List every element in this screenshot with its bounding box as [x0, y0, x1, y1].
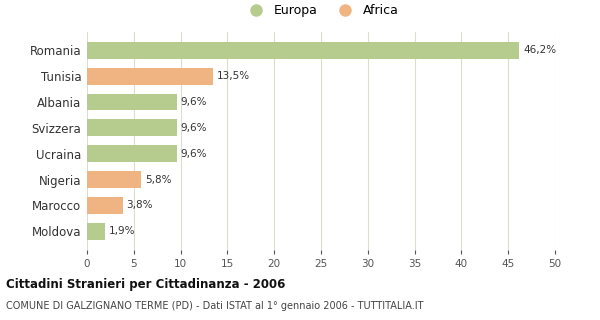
Bar — [87, 223, 105, 240]
Text: 9,6%: 9,6% — [181, 123, 207, 133]
Text: 3,8%: 3,8% — [127, 200, 153, 211]
Text: 46,2%: 46,2% — [523, 45, 556, 55]
Text: 5,8%: 5,8% — [145, 175, 172, 185]
Text: 13,5%: 13,5% — [217, 71, 250, 81]
Bar — [87, 145, 177, 162]
Text: 1,9%: 1,9% — [109, 226, 135, 236]
Legend: Europa, Africa: Europa, Africa — [239, 0, 403, 22]
Bar — [87, 68, 214, 84]
Text: COMUNE DI GALZIGNANO TERME (PD) - Dati ISTAT al 1° gennaio 2006 - TUTTITALIA.IT: COMUNE DI GALZIGNANO TERME (PD) - Dati I… — [6, 301, 424, 311]
Text: Cittadini Stranieri per Cittadinanza - 2006: Cittadini Stranieri per Cittadinanza - 2… — [6, 278, 286, 292]
Bar — [87, 42, 520, 59]
Text: 9,6%: 9,6% — [181, 149, 207, 159]
Bar — [87, 94, 177, 110]
Bar — [87, 119, 177, 136]
Text: 9,6%: 9,6% — [181, 97, 207, 107]
Bar — [87, 197, 122, 214]
Bar — [87, 171, 141, 188]
